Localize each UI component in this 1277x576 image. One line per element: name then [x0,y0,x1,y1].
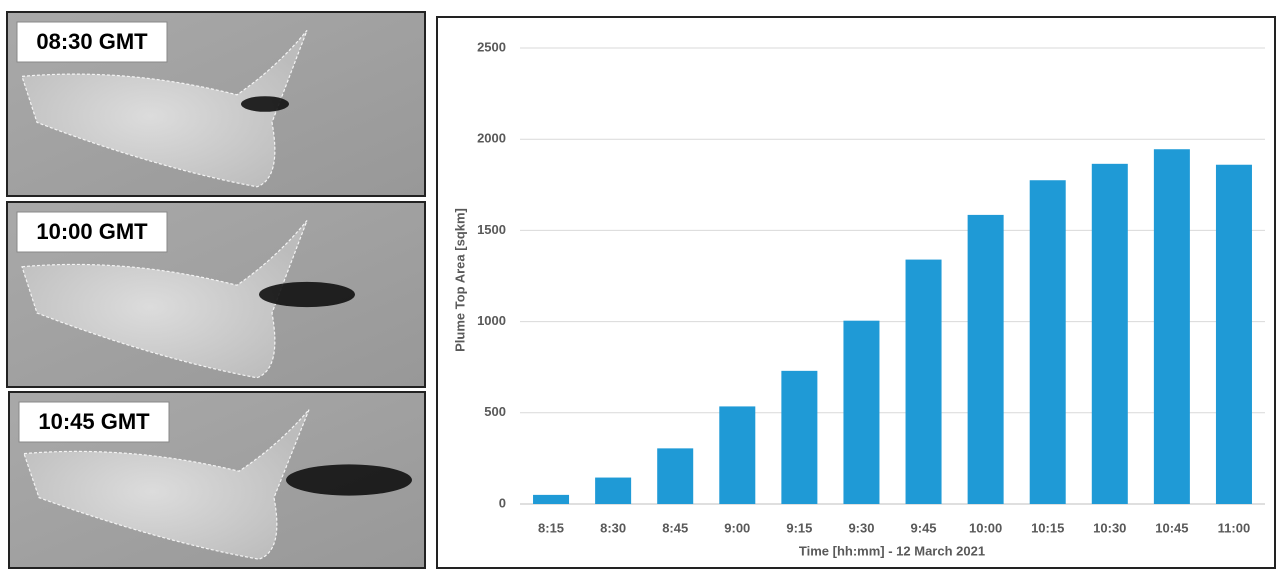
ash-plume [259,281,355,308]
label-box [18,401,170,443]
bar [843,320,880,504]
x-tick-label: 9:30 [848,520,874,535]
ash-plume [241,96,289,112]
x-tick-label: 8:30 [600,520,626,535]
label-box [16,211,168,253]
bar [719,406,756,504]
bar [1029,180,1066,505]
bar [1091,163,1128,504]
y-tick-label: 1500 [477,222,506,237]
bar [1153,149,1190,504]
y-axis-label: Plume Top Area [sqkm] [452,208,467,352]
x-tick-label: 9:45 [911,520,937,535]
bar [595,477,632,504]
y-tick-label: 2500 [477,39,506,54]
panel-label: 08:30 GMT [36,29,148,54]
satellite-panel: 10:00 GMT [6,201,426,388]
y-tick-label: 2000 [477,131,506,146]
bar [657,448,694,504]
y-tick-label: 0 [499,495,506,510]
panel-label: 10:45 GMT [38,409,150,434]
satellite-panel: 10:45 GMT [8,391,426,569]
bar [967,214,1004,504]
x-tick-label: 9:00 [724,520,750,535]
x-tick-label: 8:45 [662,520,688,535]
bar [533,494,570,504]
x-tick-label: 10:15 [1031,520,1064,535]
bar [1215,164,1252,504]
x-tick-label: 8:15 [538,520,564,535]
island-shape [23,409,310,560]
bar [781,370,818,504]
x-tick-label: 9:15 [786,520,812,535]
x-tick-label: 10:45 [1155,520,1188,535]
island-shape [21,30,308,188]
x-tick-label: 11:00 [1218,520,1251,535]
y-tick-label: 1000 [477,313,506,328]
island-shape [21,220,308,379]
bar [905,259,942,504]
x-axis-label: Time [hh:mm] - 12 March 2021 [799,543,985,558]
label-box [16,21,168,63]
x-tick-label: 10:00 [969,520,1002,535]
panel-label: 10:00 GMT [36,219,148,244]
satellite-panel: 08:30 GMT [6,11,426,197]
x-tick-label: 10:30 [1093,520,1126,535]
image-panels: 08:30 GMT 10:00 GMT 10:45 GMT [6,11,426,569]
y-tick-label: 500 [484,404,506,419]
ash-plume [286,464,412,496]
